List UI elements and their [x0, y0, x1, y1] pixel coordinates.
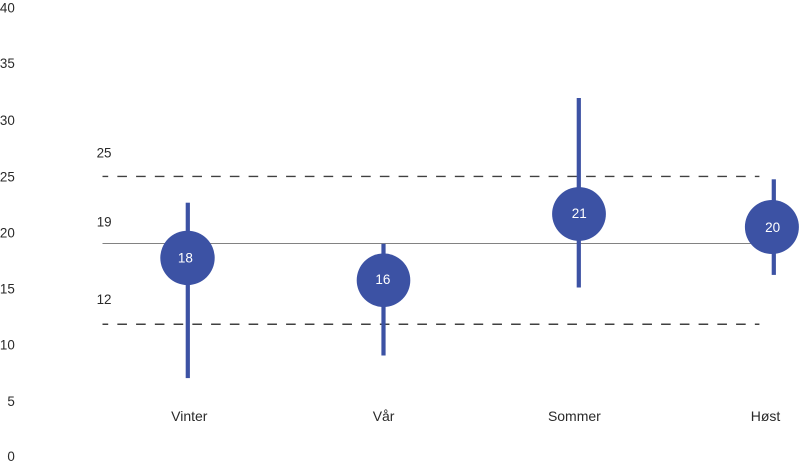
svg-text:40: 40: [0, 1, 15, 16]
svg-text:15: 15: [0, 282, 15, 297]
svg-text:12: 12: [97, 292, 112, 307]
svg-text:30: 30: [0, 113, 15, 128]
svg-text:Vår: Vår: [373, 408, 395, 424]
svg-text:19: 19: [97, 214, 112, 229]
svg-text:Høst: Høst: [751, 408, 781, 424]
svg-text:20: 20: [765, 220, 780, 235]
svg-text:35: 35: [0, 56, 15, 71]
svg-text:0: 0: [7, 449, 14, 464]
svg-text:16: 16: [375, 272, 390, 287]
svg-text:Vinter: Vinter: [171, 408, 208, 424]
svg-text:25: 25: [0, 169, 15, 184]
svg-text:20: 20: [0, 225, 15, 240]
svg-text:5: 5: [7, 394, 14, 409]
svg-text:21: 21: [572, 206, 587, 221]
svg-text:25: 25: [97, 146, 112, 161]
svg-text:10: 10: [0, 338, 15, 353]
svg-text:Sommer: Sommer: [548, 408, 601, 424]
svg-text:18: 18: [178, 250, 193, 265]
